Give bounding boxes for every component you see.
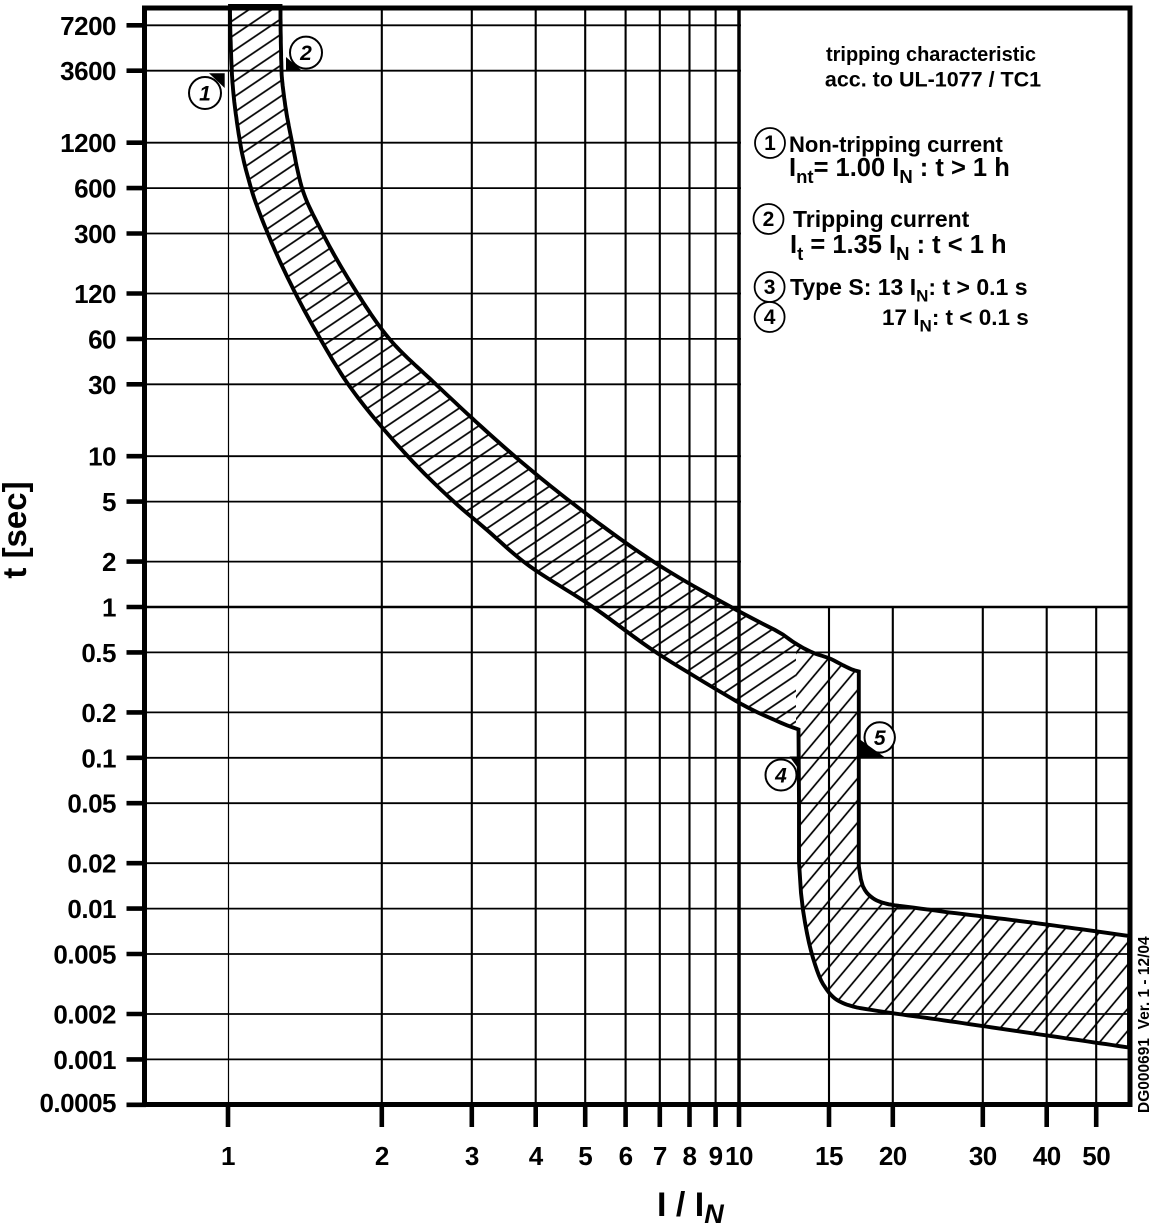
svg-text:600: 600 bbox=[74, 174, 116, 204]
svg-text:0.0005: 0.0005 bbox=[39, 1088, 116, 1118]
svg-text:5: 5 bbox=[578, 1141, 592, 1171]
svg-text:20: 20 bbox=[879, 1141, 907, 1171]
svg-text:0.1: 0.1 bbox=[81, 743, 116, 773]
svg-text:5: 5 bbox=[102, 487, 116, 517]
svg-text:300: 300 bbox=[74, 219, 116, 249]
svg-text:60: 60 bbox=[88, 324, 116, 354]
svg-text:50: 50 bbox=[1082, 1141, 1110, 1171]
svg-text:3: 3 bbox=[465, 1141, 479, 1171]
svg-text:0.02: 0.02 bbox=[67, 849, 116, 879]
svg-text:t [sec]: t [sec] bbox=[0, 481, 33, 578]
svg-text:2: 2 bbox=[375, 1141, 389, 1171]
svg-text:0.05: 0.05 bbox=[67, 789, 116, 819]
svg-text:120: 120 bbox=[74, 279, 116, 309]
svg-text:0.001: 0.001 bbox=[53, 1045, 116, 1075]
svg-text:3600: 3600 bbox=[60, 56, 116, 86]
svg-text:2: 2 bbox=[102, 547, 116, 577]
svg-text:7: 7 bbox=[653, 1141, 667, 1171]
svg-text:0.002: 0.002 bbox=[53, 1000, 116, 1030]
svg-text:1: 1 bbox=[221, 1141, 235, 1171]
svg-text:Tripping current: Tripping current bbox=[793, 206, 970, 232]
svg-text:9: 9 bbox=[709, 1141, 723, 1171]
svg-text:1: 1 bbox=[199, 83, 211, 106]
svg-text:4: 4 bbox=[529, 1141, 544, 1171]
svg-text:30: 30 bbox=[88, 370, 116, 400]
svg-text:2: 2 bbox=[763, 208, 775, 231]
svg-text:1: 1 bbox=[102, 593, 116, 623]
svg-text:5: 5 bbox=[874, 727, 886, 750]
svg-text:1200: 1200 bbox=[60, 128, 116, 158]
svg-text:0.005: 0.005 bbox=[53, 940, 116, 970]
svg-text:8: 8 bbox=[683, 1141, 697, 1171]
svg-text:10: 10 bbox=[88, 442, 116, 472]
svg-text:1: 1 bbox=[764, 132, 776, 155]
svg-text:DG000691 Ver. 1 - 12/04: DG000691 Ver. 1 - 12/04 bbox=[1136, 936, 1150, 1113]
svg-text:30: 30 bbox=[969, 1141, 997, 1171]
svg-text:4: 4 bbox=[774, 765, 787, 788]
svg-text:acc. to UL-1077 / TC1: acc. to UL-1077 / TC1 bbox=[825, 68, 1041, 92]
svg-text:6: 6 bbox=[619, 1141, 633, 1171]
svg-text:7200: 7200 bbox=[60, 11, 116, 41]
svg-text:tripping characteristic: tripping characteristic bbox=[826, 44, 1036, 66]
svg-text:0.01: 0.01 bbox=[67, 894, 116, 924]
svg-text:4: 4 bbox=[764, 306, 776, 329]
svg-text:0.5: 0.5 bbox=[81, 638, 116, 668]
svg-text:Non-tripping current: Non-tripping current bbox=[789, 132, 1004, 157]
svg-text:40: 40 bbox=[1033, 1141, 1061, 1171]
svg-text:15: 15 bbox=[815, 1141, 843, 1171]
svg-text:3: 3 bbox=[764, 276, 776, 299]
svg-text:10: 10 bbox=[725, 1141, 753, 1171]
svg-text:0.2: 0.2 bbox=[81, 698, 116, 728]
svg-text:2: 2 bbox=[299, 42, 312, 65]
